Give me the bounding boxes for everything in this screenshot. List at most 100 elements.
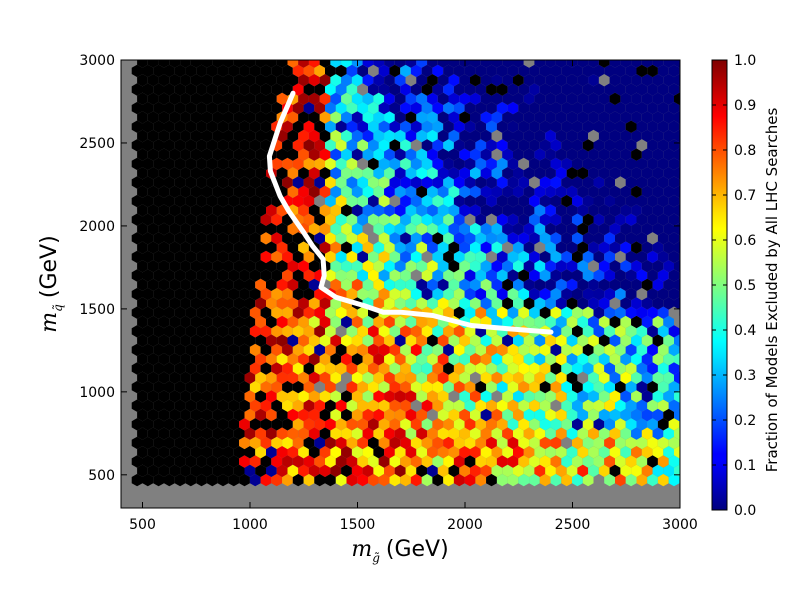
hexbin-cell bbox=[201, 204, 213, 217]
hexbin-cell bbox=[255, 334, 266, 347]
hexbin-cell bbox=[475, 139, 487, 152]
hexbin-cell bbox=[266, 241, 277, 254]
hexbin-cell bbox=[652, 278, 664, 291]
hexbin-cell bbox=[604, 380, 615, 394]
hexbin-cell bbox=[147, 315, 159, 329]
hexbin-cell bbox=[582, 399, 594, 412]
hexbin-cell bbox=[513, 129, 524, 143]
hexbin-cell bbox=[223, 334, 234, 347]
hexbin-cell bbox=[368, 380, 379, 394]
hexbin-cell bbox=[153, 418, 164, 431]
hexbin-cell bbox=[539, 455, 551, 468]
hexbin-cell bbox=[223, 74, 234, 87]
hexbin-cell bbox=[244, 371, 256, 384]
hexbin-cell bbox=[212, 204, 223, 217]
hexbin-cell bbox=[330, 60, 342, 68]
hexbin-cell bbox=[534, 92, 546, 105]
hexbin-cell bbox=[239, 139, 250, 152]
hexbin-cell bbox=[539, 473, 551, 487]
hexbin-cell bbox=[308, 315, 320, 329]
hexbin-cell bbox=[636, 101, 648, 115]
hexbin-cell bbox=[260, 306, 272, 319]
hexbin-cell bbox=[513, 204, 524, 217]
hexbin-cell bbox=[196, 343, 207, 357]
hexbin-cell bbox=[389, 64, 401, 78]
hexbin-cell bbox=[255, 241, 266, 254]
hexbin-cell bbox=[604, 101, 615, 115]
hexbin-cell bbox=[539, 269, 551, 282]
hexbin-cell bbox=[443, 194, 454, 208]
hexbin-cell bbox=[518, 436, 530, 450]
hexbin-cell bbox=[228, 399, 240, 412]
hexbin-cell bbox=[421, 362, 433, 375]
hexbin-cell bbox=[206, 436, 218, 450]
hexbin-cell bbox=[142, 139, 154, 152]
hexbin-cell bbox=[325, 343, 336, 357]
hexbin-cell bbox=[588, 371, 599, 384]
hexbin-cell bbox=[410, 232, 422, 245]
hexbin-cell bbox=[421, 101, 433, 115]
hexbin-cell bbox=[298, 408, 309, 422]
hexbin-cell bbox=[131, 343, 143, 357]
hexbin-cell bbox=[582, 176, 594, 189]
hexbin-cell bbox=[593, 120, 605, 133]
hexbin-cell bbox=[351, 446, 363, 459]
hexbin-cell bbox=[566, 297, 578, 310]
hexbin-cell bbox=[496, 176, 508, 189]
hexbin-cell bbox=[368, 250, 379, 264]
hexbin-cell bbox=[271, 380, 283, 394]
hexbin-cell bbox=[566, 222, 578, 236]
hexbin-cell bbox=[137, 167, 148, 180]
hexbin-cell bbox=[593, 64, 605, 78]
hexbin-cell bbox=[615, 287, 626, 301]
hexbin-cell bbox=[233, 427, 245, 440]
hexbin-cell bbox=[620, 446, 632, 459]
colorbar-tick-label: 0.6 bbox=[734, 233, 756, 249]
hexbin-cell bbox=[427, 427, 438, 440]
hexbin-cell bbox=[615, 306, 626, 319]
hexbin-cell bbox=[276, 92, 288, 105]
hexbin-cell bbox=[598, 111, 610, 124]
hexbin-cell bbox=[582, 287, 594, 301]
hexbin-cell bbox=[287, 241, 299, 254]
y-tick-label: 1000 bbox=[79, 385, 115, 401]
colorbar-tick-label: 0.2 bbox=[734, 413, 756, 429]
hexbin-cell bbox=[486, 101, 497, 115]
hexbin-cell bbox=[185, 157, 197, 171]
hexbin-cell bbox=[233, 74, 245, 87]
hexbin-cell bbox=[212, 129, 223, 143]
hexbin-cell bbox=[572, 287, 583, 301]
hexbin-cell bbox=[577, 129, 589, 143]
hexbin-cell bbox=[641, 297, 653, 310]
hexbin-cell bbox=[539, 287, 551, 301]
hexbin-cell bbox=[491, 74, 503, 87]
hexbin-cell bbox=[561, 101, 572, 115]
hexbin-cell bbox=[142, 157, 154, 171]
hexbin-cell bbox=[185, 436, 197, 450]
hexbin-cell bbox=[314, 399, 325, 412]
hexbin-cell bbox=[335, 83, 347, 96]
hexbin-cell bbox=[142, 418, 154, 431]
hexbin-cell bbox=[534, 148, 546, 161]
hexbin-cell bbox=[432, 213, 444, 226]
hexbin-cell bbox=[206, 380, 218, 394]
hexbin-cell bbox=[389, 139, 401, 152]
hexbin-cell bbox=[137, 446, 148, 459]
hexbin-cell bbox=[142, 399, 154, 412]
colorbar-tick-label: 0.9 bbox=[734, 98, 756, 114]
hexbin-cell bbox=[190, 315, 202, 329]
hexbin-cell bbox=[303, 64, 315, 78]
hexbin-cell bbox=[620, 390, 632, 403]
colorbar-tick-label: 0.0 bbox=[734, 503, 756, 519]
hexbin-cell bbox=[534, 204, 546, 217]
hexbin-cell bbox=[239, 473, 250, 487]
hexbin-cell bbox=[384, 185, 395, 198]
hexbin-cell bbox=[158, 278, 170, 291]
hexbin-cell bbox=[561, 139, 572, 152]
hexbin-cell bbox=[459, 74, 470, 87]
hexbin-cell bbox=[298, 427, 309, 440]
hexbin-cell bbox=[201, 353, 213, 366]
colorbar-tick-label: 0.7 bbox=[734, 188, 756, 204]
hexbin-cell bbox=[582, 157, 594, 171]
hexbin-cell bbox=[598, 222, 610, 236]
